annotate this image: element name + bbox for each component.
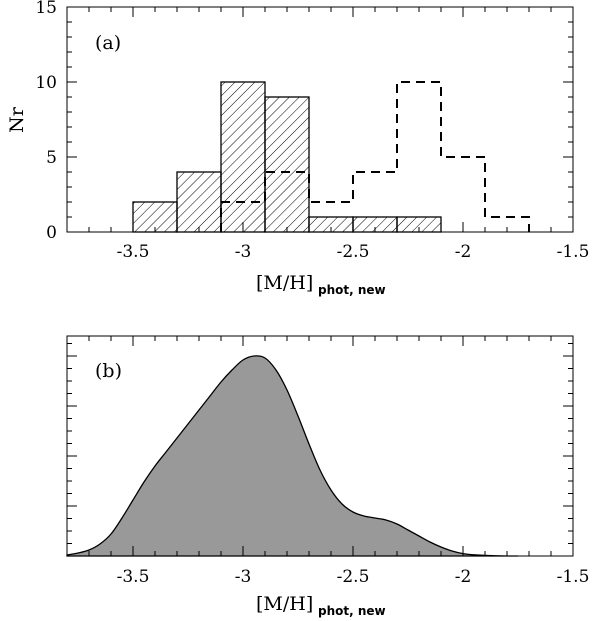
x-tick-label: -1.5 bbox=[557, 242, 590, 262]
panel-b-frame bbox=[66, 335, 574, 557]
x-tick-label: -3 bbox=[235, 242, 252, 262]
x-axis-title-main: [M/H] bbox=[256, 272, 313, 294]
y-tick-label: 15 bbox=[35, 0, 57, 18]
y-tick-label: 10 bbox=[35, 73, 57, 93]
panel-b-density: -3.5 -3 -2.5 -2 -1.5 (b) [M/H] phot, new bbox=[66, 335, 590, 618]
panel-a-y-tick-labels: 0 5 10 15 bbox=[35, 0, 57, 243]
x-axis-title-subscript: phot, new bbox=[318, 283, 386, 297]
x-tick-label: -2 bbox=[455, 567, 472, 587]
x-axis-title-subscript: phot, new bbox=[318, 604, 386, 618]
x-tick-label: -2.5 bbox=[337, 567, 370, 587]
panel-b-x-tick-labels: -3.5 -3 -2.5 -2 -1.5 bbox=[117, 567, 590, 587]
panel-a-x-axis-title: [M/H] phot, new bbox=[256, 272, 386, 297]
x-tick-label: -3.5 bbox=[117, 567, 150, 587]
dashed-histogram-series bbox=[220, 81, 530, 232]
x-axis-title-main: [M/H] bbox=[256, 593, 313, 615]
x-tick-label: -1.5 bbox=[557, 567, 590, 587]
panel-b-x-axis-title: [M/H] phot, new bbox=[256, 593, 386, 618]
panel-a-histogram: -3.5 -3 -2.5 -2 -1.5 0 5 10 15 (a) Nr [M/H] pho… bbox=[6, 0, 589, 297]
x-tick-label: -2 bbox=[455, 242, 472, 262]
panel-a-x-tick-labels: -3.5 -3 -2.5 -2 -1.5 bbox=[117, 242, 590, 262]
hatched-bar bbox=[264, 96, 310, 233]
y-tick-label: 5 bbox=[46, 148, 57, 168]
panel-a-label: (a) bbox=[95, 32, 121, 54]
y-tick-label: 0 bbox=[46, 223, 57, 243]
panel-a-frame bbox=[66, 6, 574, 233]
hatched-bar bbox=[220, 81, 266, 233]
density-area bbox=[66, 355, 519, 557]
hatched-histogram-series bbox=[132, 81, 442, 233]
y-axis-title: Nr bbox=[6, 106, 28, 133]
hatched-bar bbox=[176, 171, 222, 233]
panel-a-ticks bbox=[66, 6, 574, 233]
x-tick-label: -3.5 bbox=[117, 242, 150, 262]
panel-b-label: (b) bbox=[95, 360, 122, 382]
x-tick-label: -3 bbox=[235, 567, 252, 587]
x-tick-label: -2.5 bbox=[337, 242, 370, 262]
